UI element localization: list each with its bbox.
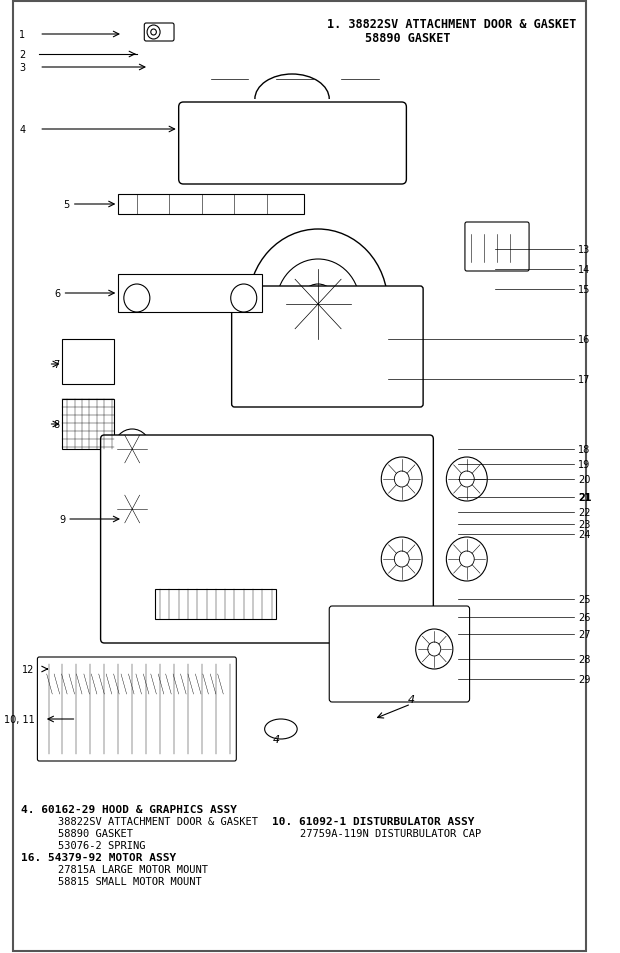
Text: 27815A LARGE MOTOR MOUNT: 27815A LARGE MOTOR MOUNT — [58, 864, 208, 874]
Ellipse shape — [265, 720, 297, 740]
Bar — [63, 339, 113, 385]
FancyBboxPatch shape — [465, 223, 529, 272]
Circle shape — [446, 457, 487, 501]
Text: 6: 6 — [55, 289, 61, 298]
Text: 53076-2 SPRING: 53076-2 SPRING — [58, 841, 145, 850]
Text: 9: 9 — [59, 515, 65, 524]
Text: 13: 13 — [578, 245, 591, 254]
Text: 22: 22 — [578, 507, 591, 517]
Text: 4. 60162-29 HOOD & GRAPHICS ASSY: 4. 60162-29 HOOD & GRAPHICS ASSY — [20, 804, 237, 814]
Circle shape — [394, 472, 409, 488]
Circle shape — [151, 30, 156, 36]
Text: 58890 GASKET: 58890 GASKET — [365, 32, 450, 45]
FancyBboxPatch shape — [144, 24, 174, 42]
Circle shape — [394, 552, 409, 567]
Text: 10. 61092-1 DISTURBULATOR ASSY: 10. 61092-1 DISTURBULATOR ASSY — [272, 816, 474, 826]
Circle shape — [381, 537, 422, 581]
Circle shape — [147, 26, 160, 40]
Text: 19: 19 — [578, 459, 591, 470]
Circle shape — [381, 457, 422, 501]
Circle shape — [459, 552, 474, 567]
Text: 21: 21 — [578, 493, 592, 502]
Text: 28: 28 — [578, 655, 591, 664]
Text: 4: 4 — [407, 695, 415, 704]
Text: 14: 14 — [578, 265, 591, 274]
FancyBboxPatch shape — [232, 287, 423, 408]
Text: 1. 38822SV ATTACHMENT DOOR & GASKET: 1. 38822SV ATTACHMENT DOOR & GASKET — [327, 18, 577, 30]
Text: 4: 4 — [273, 734, 280, 744]
Circle shape — [113, 490, 151, 530]
Text: 1: 1 — [19, 30, 25, 40]
Circle shape — [277, 260, 360, 350]
Text: 25: 25 — [578, 595, 591, 604]
Text: 21: 21 — [578, 493, 591, 502]
Text: 23: 23 — [578, 519, 591, 530]
Circle shape — [459, 472, 474, 488]
Circle shape — [249, 230, 388, 379]
Text: 26: 26 — [578, 613, 591, 622]
Text: 10, 11: 10, 11 — [4, 714, 35, 724]
Bar — [118, 274, 262, 313]
Circle shape — [231, 285, 257, 313]
Circle shape — [113, 430, 151, 470]
FancyBboxPatch shape — [100, 436, 433, 643]
Text: 38822SV ATTACHMENT DOOR & GASKET: 38822SV ATTACHMENT DOOR & GASKET — [58, 816, 258, 826]
Text: 16. 54379-92 MOTOR ASSY: 16. 54379-92 MOTOR ASSY — [20, 852, 176, 862]
Text: 20: 20 — [578, 475, 591, 484]
Circle shape — [299, 285, 337, 325]
FancyBboxPatch shape — [329, 606, 469, 702]
Text: 27: 27 — [578, 629, 591, 639]
Circle shape — [446, 537, 487, 581]
Text: 58890 GASKET: 58890 GASKET — [58, 828, 133, 838]
Circle shape — [415, 629, 453, 669]
Text: 58815 SMALL MOTOR MOUNT: 58815 SMALL MOTOR MOUNT — [58, 876, 202, 886]
Text: 4: 4 — [19, 125, 25, 135]
Bar — [63, 399, 113, 450]
Text: 24: 24 — [578, 530, 591, 539]
Text: 7: 7 — [53, 359, 60, 370]
FancyBboxPatch shape — [179, 103, 406, 185]
Text: 18: 18 — [578, 444, 591, 455]
Circle shape — [428, 642, 441, 657]
Text: 12: 12 — [22, 664, 35, 675]
Text: 2: 2 — [19, 50, 25, 60]
Text: 8: 8 — [53, 419, 60, 430]
Text: 16: 16 — [578, 335, 591, 345]
Bar — [118, 194, 304, 214]
Text: 5: 5 — [64, 200, 70, 210]
Text: 15: 15 — [578, 285, 591, 294]
Bar — [156, 589, 277, 619]
Text: 27759A-119N DISTURBULATOR CAP: 27759A-119N DISTURBULATOR CAP — [299, 828, 480, 838]
Text: 17: 17 — [578, 375, 591, 385]
Text: 29: 29 — [578, 675, 591, 684]
FancyBboxPatch shape — [37, 658, 236, 761]
Circle shape — [124, 285, 150, 313]
Text: 3: 3 — [19, 63, 25, 73]
